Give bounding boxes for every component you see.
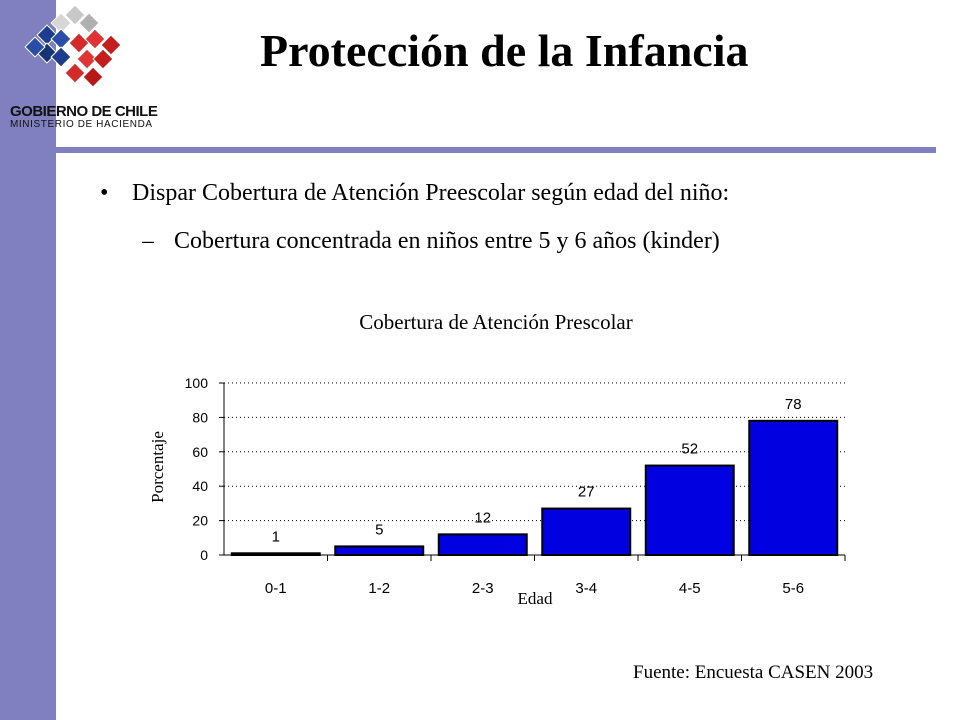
y-tick-label: 80 bbox=[192, 409, 208, 425]
bar-0-1 bbox=[230, 552, 321, 557]
logo-text: GOBIERNO DE CHILE MINISTERIO DE HACIENDA bbox=[10, 103, 158, 130]
y-tick-label: 100 bbox=[185, 375, 209, 391]
x-tick-label: 5-6 bbox=[782, 580, 804, 597]
page-title: Protección de la Infancia bbox=[260, 25, 749, 76]
source-note: Fuente: Encuesta CASEN 2003 bbox=[633, 662, 874, 683]
left-accent-bar bbox=[0, 0, 56, 720]
data-label: 78 bbox=[785, 396, 802, 413]
data-label: 5 bbox=[375, 521, 383, 538]
sub-bullet-text: Cobertura concentrada en niños entre 5 y… bbox=[174, 228, 720, 254]
logo-line-2: MINISTERIO DE HACIENDA bbox=[10, 119, 153, 130]
bar-3-4 bbox=[541, 507, 632, 556]
y-tick-label: 20 bbox=[192, 513, 208, 529]
y-tick-label: 40 bbox=[192, 478, 208, 494]
y-tick-label: 60 bbox=[192, 444, 208, 460]
dash-icon: – bbox=[142, 228, 154, 254]
x-tick-label: 3-4 bbox=[575, 580, 597, 597]
logo-line-1: GOBIERNO DE CHILE bbox=[10, 103, 158, 120]
bar-2-3 bbox=[437, 533, 528, 556]
y-axis-label: Porcentaje bbox=[148, 431, 167, 503]
x-tick-label: 0-1 bbox=[265, 580, 287, 597]
chile-government-logo-icon bbox=[24, 4, 122, 88]
bar-1-2 bbox=[334, 545, 425, 557]
bullet-text: Dispar Cobertura de Atención Preescolar … bbox=[132, 180, 730, 206]
bar-5-6 bbox=[748, 419, 839, 556]
data-label: 1 bbox=[272, 528, 280, 545]
x-tick-label: 4-5 bbox=[679, 580, 701, 597]
bullet-dot-icon: • bbox=[100, 180, 109, 206]
bullet-item: • Dispar Cobertura de Atención Preescolar… bbox=[100, 180, 729, 207]
header-divider bbox=[32, 147, 936, 153]
data-label: 12 bbox=[474, 509, 491, 526]
x-axis-label: Edad bbox=[518, 589, 553, 608]
bar-4-5 bbox=[644, 464, 735, 556]
y-tick-label: 0 bbox=[200, 547, 208, 563]
data-label: 27 bbox=[578, 484, 595, 501]
chart-title: Cobertura de Atención Prescolar bbox=[359, 310, 633, 334]
sub-bullet-item: – Cobertura concentrada en niños entre 5 … bbox=[142, 228, 720, 255]
x-tick-label: 1-2 bbox=[368, 580, 390, 597]
data-label: 52 bbox=[681, 441, 698, 458]
x-tick-label: 2-3 bbox=[472, 580, 494, 597]
